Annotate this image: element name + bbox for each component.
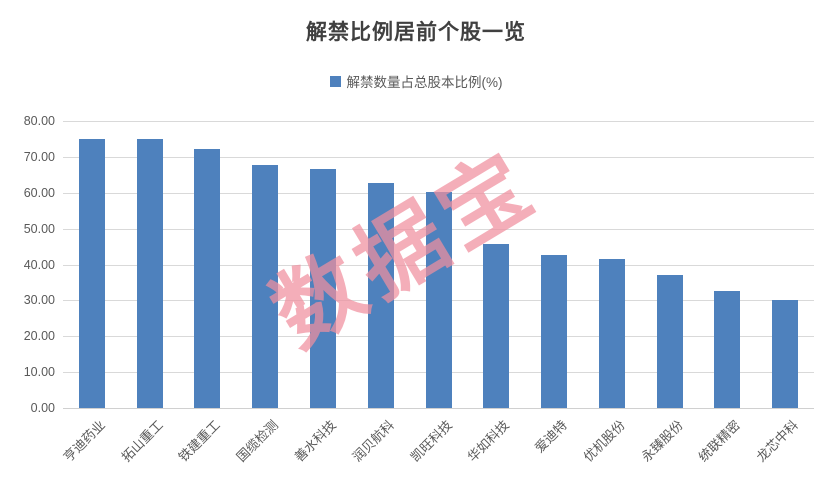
bar-统联精密 [714, 291, 741, 408]
bar-凯旺科技 [425, 191, 452, 408]
gridline [63, 121, 814, 122]
y-tick-label: 20.00 [23, 329, 55, 343]
y-tick-label: 40.00 [23, 257, 55, 272]
y-tick-label: 60.00 [23, 185, 55, 200]
bar-爱迪特 [541, 255, 568, 408]
bar-亨迪药业 [78, 138, 105, 408]
bar-善水科技 [309, 168, 336, 408]
chart-title: 解禁比例居前个股一览 [306, 21, 526, 44]
bar-铁建重工 [194, 148, 221, 408]
y-tick-label: 70.00 [23, 149, 55, 164]
bar-永臻股份 [656, 274, 683, 408]
plot-area: 0.00 10.00 20.00 30.00 40.00 50.00 60.00 70.00 8… [24, 115, 814, 465]
y-tick-label: 30.00 [23, 293, 55, 308]
legend: 解禁数量占总股本比例(%) [0, 71, 832, 91]
legend-swatch-icon [329, 75, 341, 87]
y-tick-label: 80.00 [23, 113, 55, 128]
bar-龙芯中科 [772, 300, 799, 408]
x-axis-line [63, 408, 814, 409]
bar-润贝航科 [367, 182, 394, 408]
y-tick-label: 0.00 [30, 400, 55, 415]
legend-label: 解禁数量占总股本比例(%) [346, 75, 503, 90]
bar-华如科技 [483, 244, 510, 408]
bar-优机股份 [598, 259, 625, 408]
y-tick-label: 10.00 [23, 364, 55, 379]
gridline [63, 156, 814, 158]
y-tick-label: 50.00 [23, 221, 55, 236]
bar-拓山重工 [136, 138, 163, 408]
bar-国缆检测 [252, 164, 279, 408]
